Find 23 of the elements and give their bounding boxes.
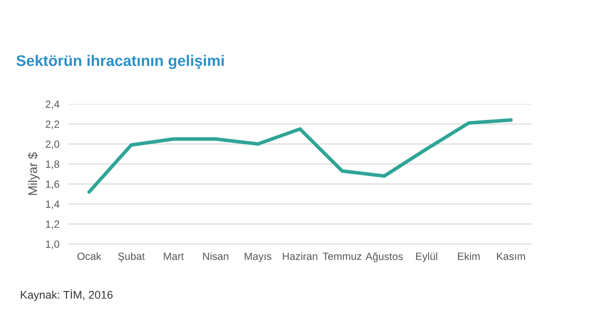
- x-tick-label: Temmuz: [322, 252, 362, 260]
- y-tick-label: 2,4: [46, 100, 60, 110]
- y-axis-title: Milyar $: [28, 152, 40, 195]
- x-tick-label: Ağustos: [366, 252, 403, 262]
- x-tick-label: Eylül: [416, 252, 438, 262]
- x-tick-label: Ocak: [77, 252, 102, 260]
- chart-title: Sektörün ihracatının gelişimi: [16, 54, 224, 70]
- y-tick-label: 1,2: [46, 220, 60, 230]
- x-tick-label: Mayıs: [244, 252, 272, 262]
- x-tick-label: Mart: [164, 252, 184, 260]
- y-tick-label: 1,0: [46, 240, 60, 250]
- y-tick-label: 1,8: [46, 160, 60, 170]
- line-series: [87, 118, 513, 194]
- y-tick-label: 1,4: [46, 200, 60, 210]
- y-tick-label: 2,0: [46, 140, 60, 150]
- x-tick-label: Nisan: [203, 252, 228, 260]
- x-tick-label: Kasım: [497, 252, 525, 260]
- text: Kaynak: TİM, 2016: [20, 289, 113, 301]
- x-tick-label: Ekim: [458, 252, 480, 260]
- y-tick-label: 1,6: [46, 180, 60, 190]
- x-tick-label: Haziran: [282, 252, 318, 260]
- y-tick-label: 2,2: [46, 120, 60, 130]
- x-tick-label: Şubat: [118, 252, 145, 262]
